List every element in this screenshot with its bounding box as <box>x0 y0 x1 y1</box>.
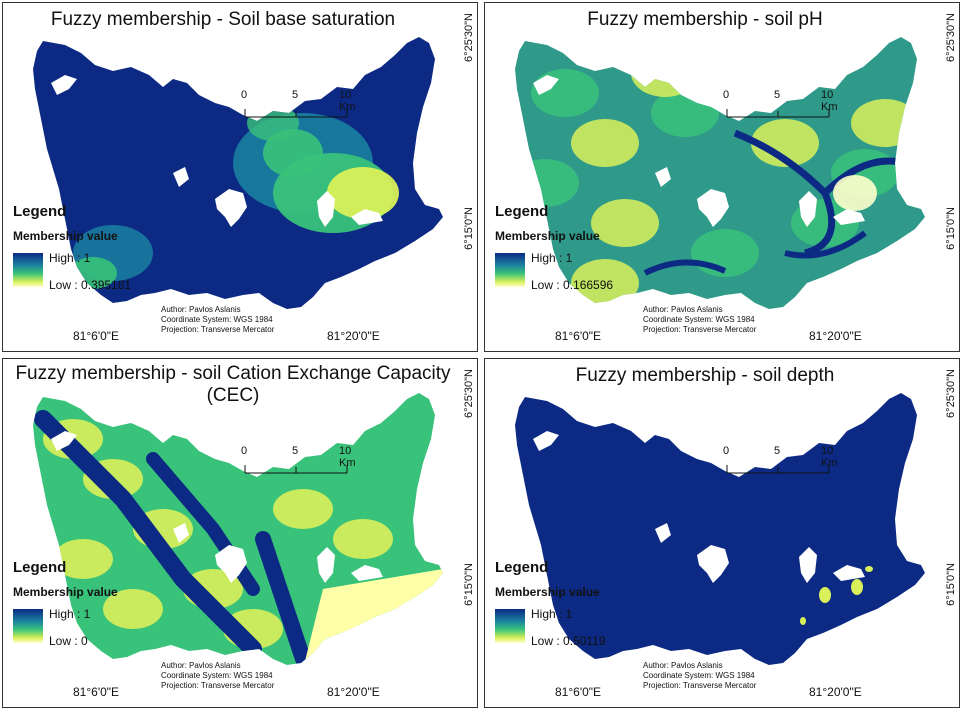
latitude-label-bottom: 6°15'0"N <box>945 207 957 250</box>
legend-high-label: High : 1 <box>49 607 91 621</box>
scale-bar: 0 5 10 Km <box>723 89 845 119</box>
scale-tick-5: 5 <box>292 89 299 101</box>
legend-high-label: High : 1 <box>531 251 573 265</box>
latitude-label-top: 6°25'30"N <box>945 369 957 418</box>
latitude-label-top: 6°25'30"N <box>945 13 957 62</box>
credit-author: Author: Pavlos Aslanis <box>643 305 723 314</box>
credit-projection: Projection: Transverse Mercator <box>161 681 275 690</box>
water-body-holes <box>51 431 383 583</box>
scale-tick-10: 10 Km <box>821 445 838 469</box>
credit-projection: Projection: Transverse Mercator <box>643 681 757 690</box>
map-title: Fuzzy membership - soil Cation Exchange … <box>15 363 451 406</box>
latitude-label-bottom: 6°15'0"N <box>463 207 475 250</box>
credit-author: Author: Pavlos Aslanis <box>643 661 723 670</box>
legend-low-label: Low : 0.395181 <box>49 278 132 292</box>
scale-tick-5: 5 <box>774 89 781 101</box>
map-panel-soil-ph: Fuzzy membership - soil pH 0 5 10 Km 6°2… <box>484 2 960 352</box>
scale-tick-10: 10 Km <box>339 89 356 113</box>
legend-high-label: High : 1 <box>49 251 91 265</box>
legend-low-label: Low : 0.50119 <box>531 634 606 648</box>
scale-tick-10: 10 Km <box>821 89 838 113</box>
latitude-label-top: 6°25'30"N <box>463 13 475 62</box>
scale-tick-5: 5 <box>774 445 781 457</box>
scale-tick-0: 0 <box>723 445 730 457</box>
map-title: Fuzzy membership - soil depth <box>575 365 835 386</box>
scale-tick-0: 0 <box>723 89 730 101</box>
legend-subtitle: Membership value <box>495 229 600 243</box>
map-panel-soil-cec: Fuzzy membership - soil Cation Exchange … <box>2 358 478 708</box>
legend-low-label: Low : 0 <box>49 634 88 648</box>
latitude-label-bottom: 6°15'0"N <box>945 563 957 606</box>
legend-subtitle: Membership value <box>495 585 600 599</box>
map-title: Fuzzy membership - Soil base saturation <box>50 9 396 30</box>
legend-color-ramp <box>13 609 43 643</box>
credit-projection: Projection: Transverse Mercator <box>643 325 757 334</box>
legend-title: Legend <box>495 559 549 576</box>
map-credits: Author: Pavlos Aslanis Coordinate System… <box>161 305 274 335</box>
credit-author: Author: Pavlos Aslanis <box>161 305 241 314</box>
scale-bar: 0 5 10 Km <box>723 445 845 475</box>
credit-coordinate-system: Coordinate System: WGS 1984 <box>643 315 755 324</box>
map-title: Fuzzy membership - soil pH <box>587 9 823 30</box>
scale-bar: 0 5 10 Km <box>241 445 363 475</box>
scale-tick-10: 10 Km <box>339 445 356 469</box>
scale-bar: 0 5 10 Km <box>241 89 363 119</box>
legend-title: Legend <box>495 203 549 220</box>
legend-title: Legend <box>13 559 67 576</box>
map-credits: Author: Pavlos Aslanis Coordinate System… <box>643 305 756 335</box>
legend-color-ramp <box>495 609 525 643</box>
credit-projection: Projection: Transverse Mercator <box>161 325 275 334</box>
legend-low-label: Low : 0.166596 <box>531 278 614 292</box>
longitude-label-right: 81°20'0"E <box>327 329 380 343</box>
legend-subtitle: Membership value <box>13 585 118 599</box>
study-area-map <box>515 37 925 309</box>
map-credits: Author: Pavlos Aslanis Coordinate System… <box>643 661 756 691</box>
water-body-holes <box>533 75 865 227</box>
scale-tick-5: 5 <box>292 445 299 457</box>
longitude-label-right: 81°20'0"E <box>327 685 380 699</box>
latitude-label-top: 6°25'30"N <box>463 369 475 418</box>
credit-author: Author: Pavlos Aslanis <box>161 661 241 670</box>
map-panel-base-saturation: Fuzzy membership - Soil base saturation … <box>2 2 478 352</box>
legend-color-ramp <box>495 253 525 287</box>
longitude-label-left: 81°6'0"E <box>73 329 120 343</box>
latitude-label-bottom: 6°15'0"N <box>463 563 475 606</box>
map-credits: Author: Pavlos Aslanis Coordinate System… <box>161 661 274 691</box>
longitude-label-left: 81°6'0"E <box>555 685 602 699</box>
study-area-map <box>33 37 443 309</box>
longitude-label-right: 81°20'0"E <box>809 329 862 343</box>
credit-coordinate-system: Coordinate System: WGS 1984 <box>161 315 273 324</box>
scale-tick-0: 0 <box>241 89 248 101</box>
water-body-holes <box>51 75 383 227</box>
legend-high-label: High : 1 <box>531 607 573 621</box>
legend-color-ramp <box>13 253 43 287</box>
map-panel-soil-depth: Fuzzy membership - soil depth 0 5 10 Km … <box>484 358 960 708</box>
legend-subtitle: Membership value <box>13 229 118 243</box>
credit-coordinate-system: Coordinate System: WGS 1984 <box>161 671 273 680</box>
study-area-map <box>33 393 443 665</box>
water-body-holes <box>533 431 865 583</box>
longitude-label-right: 81°20'0"E <box>809 685 862 699</box>
longitude-label-left: 81°6'0"E <box>555 329 602 343</box>
study-area-map <box>515 393 925 665</box>
scale-tick-0: 0 <box>241 445 248 457</box>
legend-title: Legend <box>13 203 67 220</box>
longitude-label-left: 81°6'0"E <box>73 685 120 699</box>
credit-coordinate-system: Coordinate System: WGS 1984 <box>643 671 755 680</box>
